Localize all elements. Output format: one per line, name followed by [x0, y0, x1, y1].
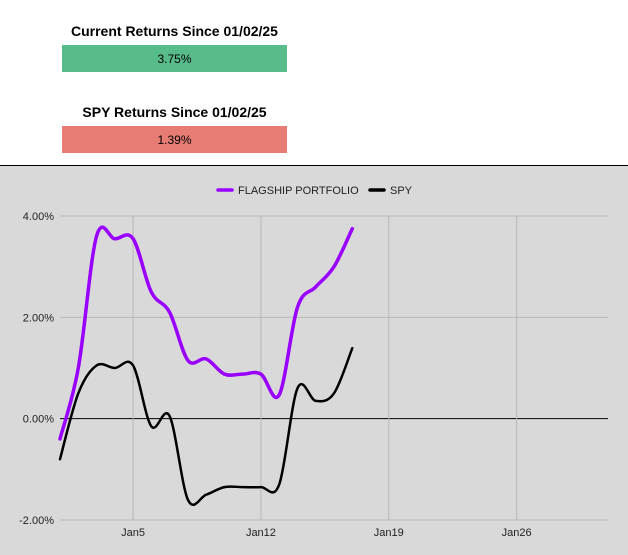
legend-label: SPY	[390, 185, 413, 197]
data-point	[59, 438, 61, 440]
returns-chart: 4.00% 2.00% 0.00% -2.00% Jan5 Jan12 Jan19 Jan26…	[0, 166, 628, 555]
data-point	[132, 364, 134, 366]
y-tick-label: 4.00%	[23, 211, 54, 223]
data-point	[223, 486, 225, 488]
spy-returns-value-box: 1.39%	[62, 126, 287, 153]
current-returns-title: Current Returns Since 01/02/25	[71, 23, 278, 39]
data-point	[351, 347, 353, 349]
x-tick-label: Jan5	[121, 527, 145, 539]
data-point	[333, 265, 335, 267]
data-point	[114, 238, 116, 240]
data-point	[296, 387, 298, 389]
data-point	[241, 373, 243, 375]
y-tick-label: 2.00%	[23, 312, 54, 324]
legend-label: FLAGSHIP PORTFOLIO	[238, 185, 359, 197]
data-point	[351, 227, 353, 229]
data-point	[333, 392, 335, 394]
data-point	[278, 394, 280, 396]
data-point	[315, 286, 317, 288]
x-tick-label: Jan12	[246, 527, 276, 539]
x-tick-label: Jan19	[374, 527, 404, 539]
data-point	[77, 392, 79, 394]
data-point	[132, 238, 134, 240]
data-point	[241, 486, 243, 488]
data-point	[278, 483, 280, 485]
data-point	[77, 367, 79, 369]
data-point	[168, 311, 170, 313]
data-point	[187, 359, 189, 361]
data-point	[114, 367, 116, 369]
data-point	[223, 373, 225, 375]
data-point	[150, 425, 152, 427]
current-returns-value-box: 3.75%	[62, 45, 287, 72]
data-point	[296, 306, 298, 308]
data-point	[315, 400, 317, 402]
spy-returns-value: 1.39%	[157, 132, 192, 147]
data-point	[150, 291, 152, 293]
series-line-spy	[58, 346, 354, 506]
data-point	[95, 235, 97, 237]
y-tick-label: -2.00%	[19, 515, 54, 527]
y-tick-label: 0.00%	[23, 414, 54, 426]
data-point	[168, 415, 170, 417]
data-point	[205, 493, 207, 495]
section-divider	[0, 165, 628, 166]
returns-chart-svg: 4.00% 2.00% 0.00% -2.00% Jan5 Jan12 Jan19 Jan26…	[19, 185, 608, 539]
data-point	[260, 486, 262, 488]
x-tick-label: Jan26	[502, 527, 532, 539]
series-line-flagship-portfolio	[58, 225, 355, 441]
data-point	[260, 373, 262, 375]
data-point	[187, 499, 189, 501]
spy-returns-title: SPY Returns Since 01/02/25	[82, 104, 267, 120]
data-point	[205, 358, 207, 360]
current-returns-value: 3.75%	[157, 51, 192, 66]
data-point	[59, 458, 61, 460]
data-point	[95, 364, 97, 366]
